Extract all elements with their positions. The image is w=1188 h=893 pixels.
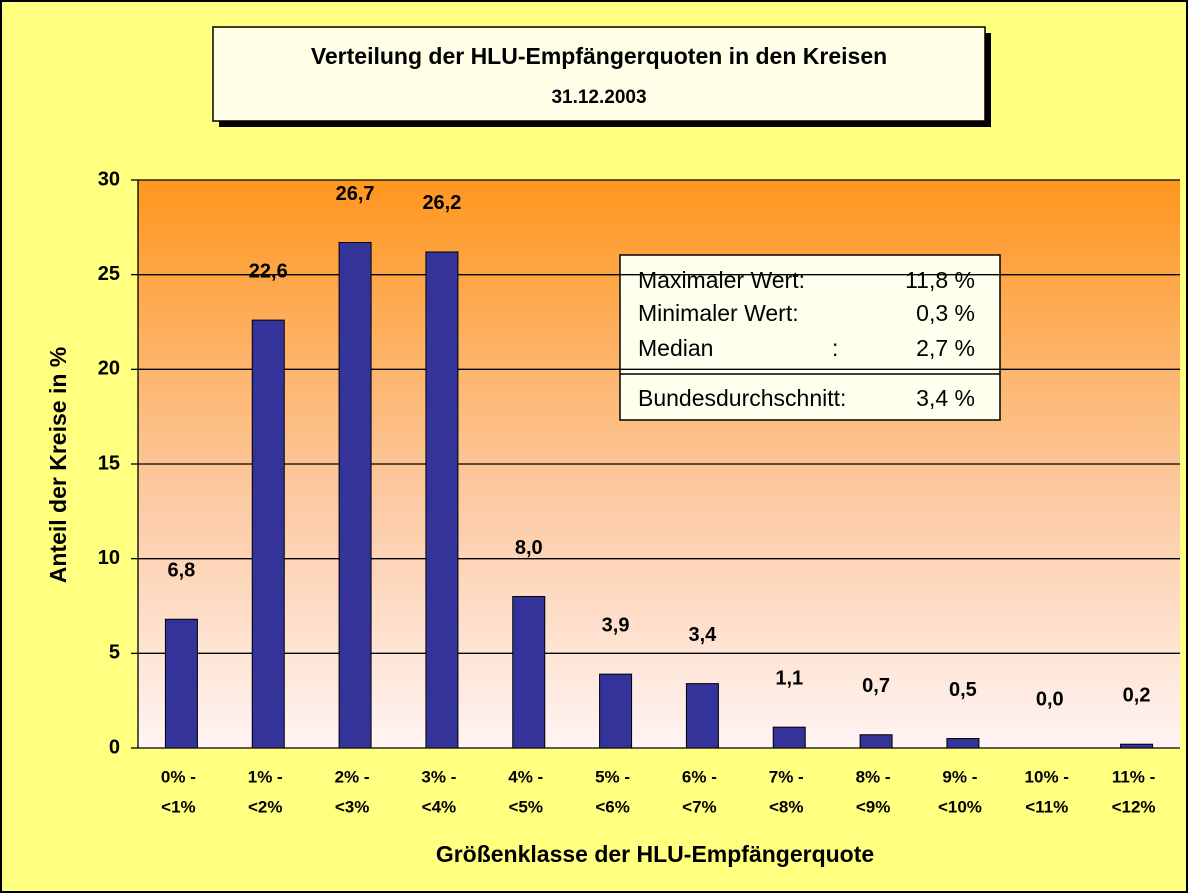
stats-label: Bundesdurchschnitt: (638, 385, 846, 411)
y-tick-label: 25 (98, 263, 120, 285)
x-tick-label: <12% (1112, 797, 1156, 816)
y-tick-label: 30 (98, 168, 120, 190)
x-tick-label: <4% (422, 797, 457, 816)
x-tick-label: 8% - (856, 767, 891, 786)
stats-frame (619, 254, 1001, 421)
chart-title: Verteilung der HLU-Empfängerquoten in de… (311, 43, 887, 69)
stats-box (619, 254, 1001, 421)
value-label: 0,0 (1036, 688, 1064, 710)
bar (685, 683, 719, 749)
value-label: 3,9 (602, 614, 630, 636)
x-tick-label: <3% (335, 797, 370, 816)
stats-value: 0,3 % (916, 300, 975, 326)
x-tick-label: <9% (856, 797, 891, 816)
bar (338, 241, 372, 749)
x-tick-label: <10% (938, 797, 982, 816)
stats-value: 2,7 % (916, 335, 975, 361)
y-tick-label: 10 (98, 547, 120, 569)
y-tick-label: 5 (109, 642, 120, 664)
bar (599, 673, 633, 749)
x-tick-label: 2% - (335, 767, 370, 786)
stats-label: Maximaler Wert: (638, 267, 805, 293)
value-label: 22,6 (249, 260, 288, 282)
x-tick-label: <5% (509, 797, 544, 816)
stats-value: 11,8 % (905, 267, 975, 293)
y-axis-label: Anteil der Kreise in % (45, 347, 71, 583)
y-tick-label: 15 (98, 452, 120, 474)
x-tick-label: 4% - (508, 767, 543, 786)
y-tick-label: 0 (109, 736, 120, 758)
x-tick-label: 9% - (942, 767, 977, 786)
x-tick-label: <8% (769, 797, 804, 816)
stats-label: Median (638, 335, 713, 361)
chart-subtitle: 31.12.2003 (551, 87, 646, 108)
x-axis-label: Größenklasse der HLU-Empfängerquote (436, 841, 874, 867)
value-label: 6,8 (168, 560, 196, 582)
x-tick-label: 6% - (682, 767, 717, 786)
value-label: 0,7 (862, 675, 890, 697)
value-label: 0,2 (1123, 684, 1151, 706)
x-tick-label: <11% (1025, 797, 1068, 816)
x-tick-label: 5% - (595, 767, 630, 786)
bar (946, 738, 980, 749)
value-label: 1,1 (775, 667, 803, 689)
x-tick-label: <1% (161, 797, 196, 816)
x-tick-label: 11% - (1112, 767, 1155, 786)
bar (512, 596, 546, 749)
x-tick-label: <7% (682, 797, 717, 816)
value-label: 26,2 (422, 192, 461, 214)
x-tick-label: <2% (248, 797, 283, 816)
bar (164, 618, 198, 749)
x-tick-label: 0% - (161, 767, 196, 786)
x-tick-label: <6% (595, 797, 630, 816)
value-label: 8,0 (515, 537, 543, 559)
bar (859, 734, 893, 749)
y-tick-label: 20 (98, 358, 120, 380)
bar (425, 251, 459, 749)
stats-separator: : (832, 335, 838, 361)
value-label: 26,7 (336, 183, 375, 205)
x-tick-label: 3% - (421, 767, 456, 786)
x-tick-label: 7% - (769, 767, 804, 786)
stats-value: 3,4 % (916, 385, 975, 411)
bar (772, 726, 806, 749)
value-label: 0,5 (949, 679, 977, 701)
bar (1120, 743, 1154, 749)
value-label: 3,4 (689, 624, 718, 646)
x-tick-label: 10% - (1025, 767, 1069, 786)
stats-label: Minimaler Wert: (638, 300, 799, 326)
bar (251, 319, 285, 749)
title-box (212, 26, 986, 122)
x-tick-label: 1% - (248, 767, 283, 786)
